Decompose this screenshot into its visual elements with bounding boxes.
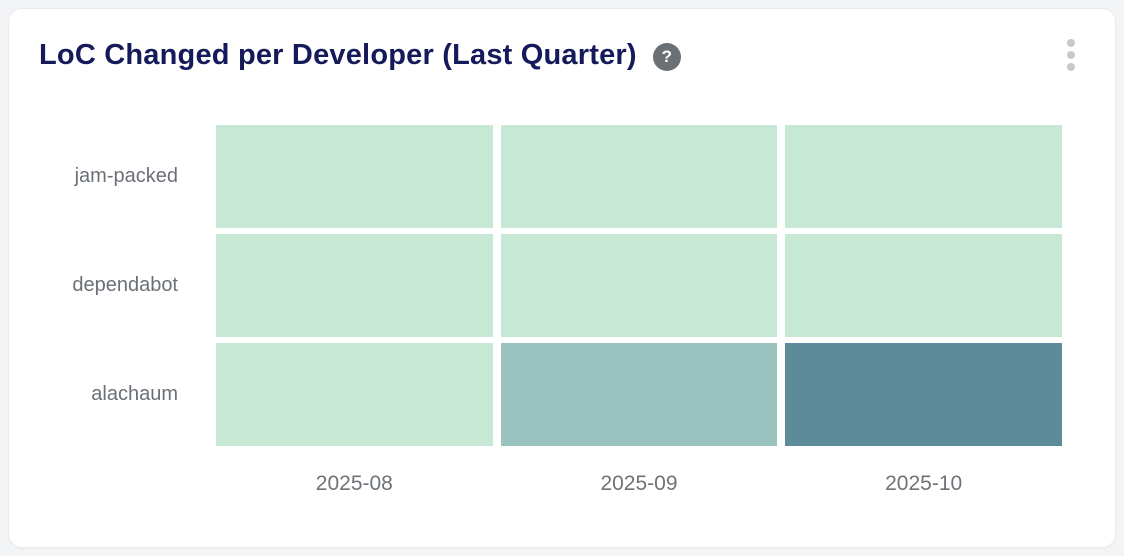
heatmap-cell[interactable] xyxy=(216,343,493,446)
help-icon[interactable]: ? xyxy=(652,43,681,71)
heatmap-cell[interactable] xyxy=(216,234,493,337)
heatmap-cell[interactable] xyxy=(500,343,778,446)
x-axis-label: 2025-08 xyxy=(315,472,393,495)
heatmap-cell[interactable] xyxy=(216,125,493,228)
kebab-dot-icon xyxy=(1067,63,1075,71)
heatmap-cell[interactable] xyxy=(785,343,1062,446)
heatmap-cell[interactable] xyxy=(500,234,778,337)
x-axis-label: 2025-10 xyxy=(885,472,963,495)
x-axis-spacer xyxy=(9,452,208,555)
y-axis-label: dependabot xyxy=(72,274,178,296)
heatmap-grid: jam-packed dependabot alachaum 2025-08 2… xyxy=(9,125,1062,555)
heatmap-cell[interactable] xyxy=(785,234,1062,337)
card-header: LoC Changed per Developer (Last Quarter)… xyxy=(9,9,1115,75)
y-axis-label: alachaum xyxy=(91,383,178,405)
chart-title: LoC Changed per Developer (Last Quarter) xyxy=(39,38,637,71)
heatmap-cell[interactable] xyxy=(500,125,778,228)
heatmap-cell[interactable] xyxy=(785,125,1062,228)
chart-card: LoC Changed per Developer (Last Quarter)… xyxy=(8,8,1116,548)
x-axis-label: 2025-09 xyxy=(600,472,678,495)
kebab-dot-icon xyxy=(1067,51,1075,59)
y-axis-label: jam-packed xyxy=(74,165,178,187)
kebab-menu-button[interactable] xyxy=(1063,35,1079,75)
kebab-dot-icon xyxy=(1067,39,1075,47)
